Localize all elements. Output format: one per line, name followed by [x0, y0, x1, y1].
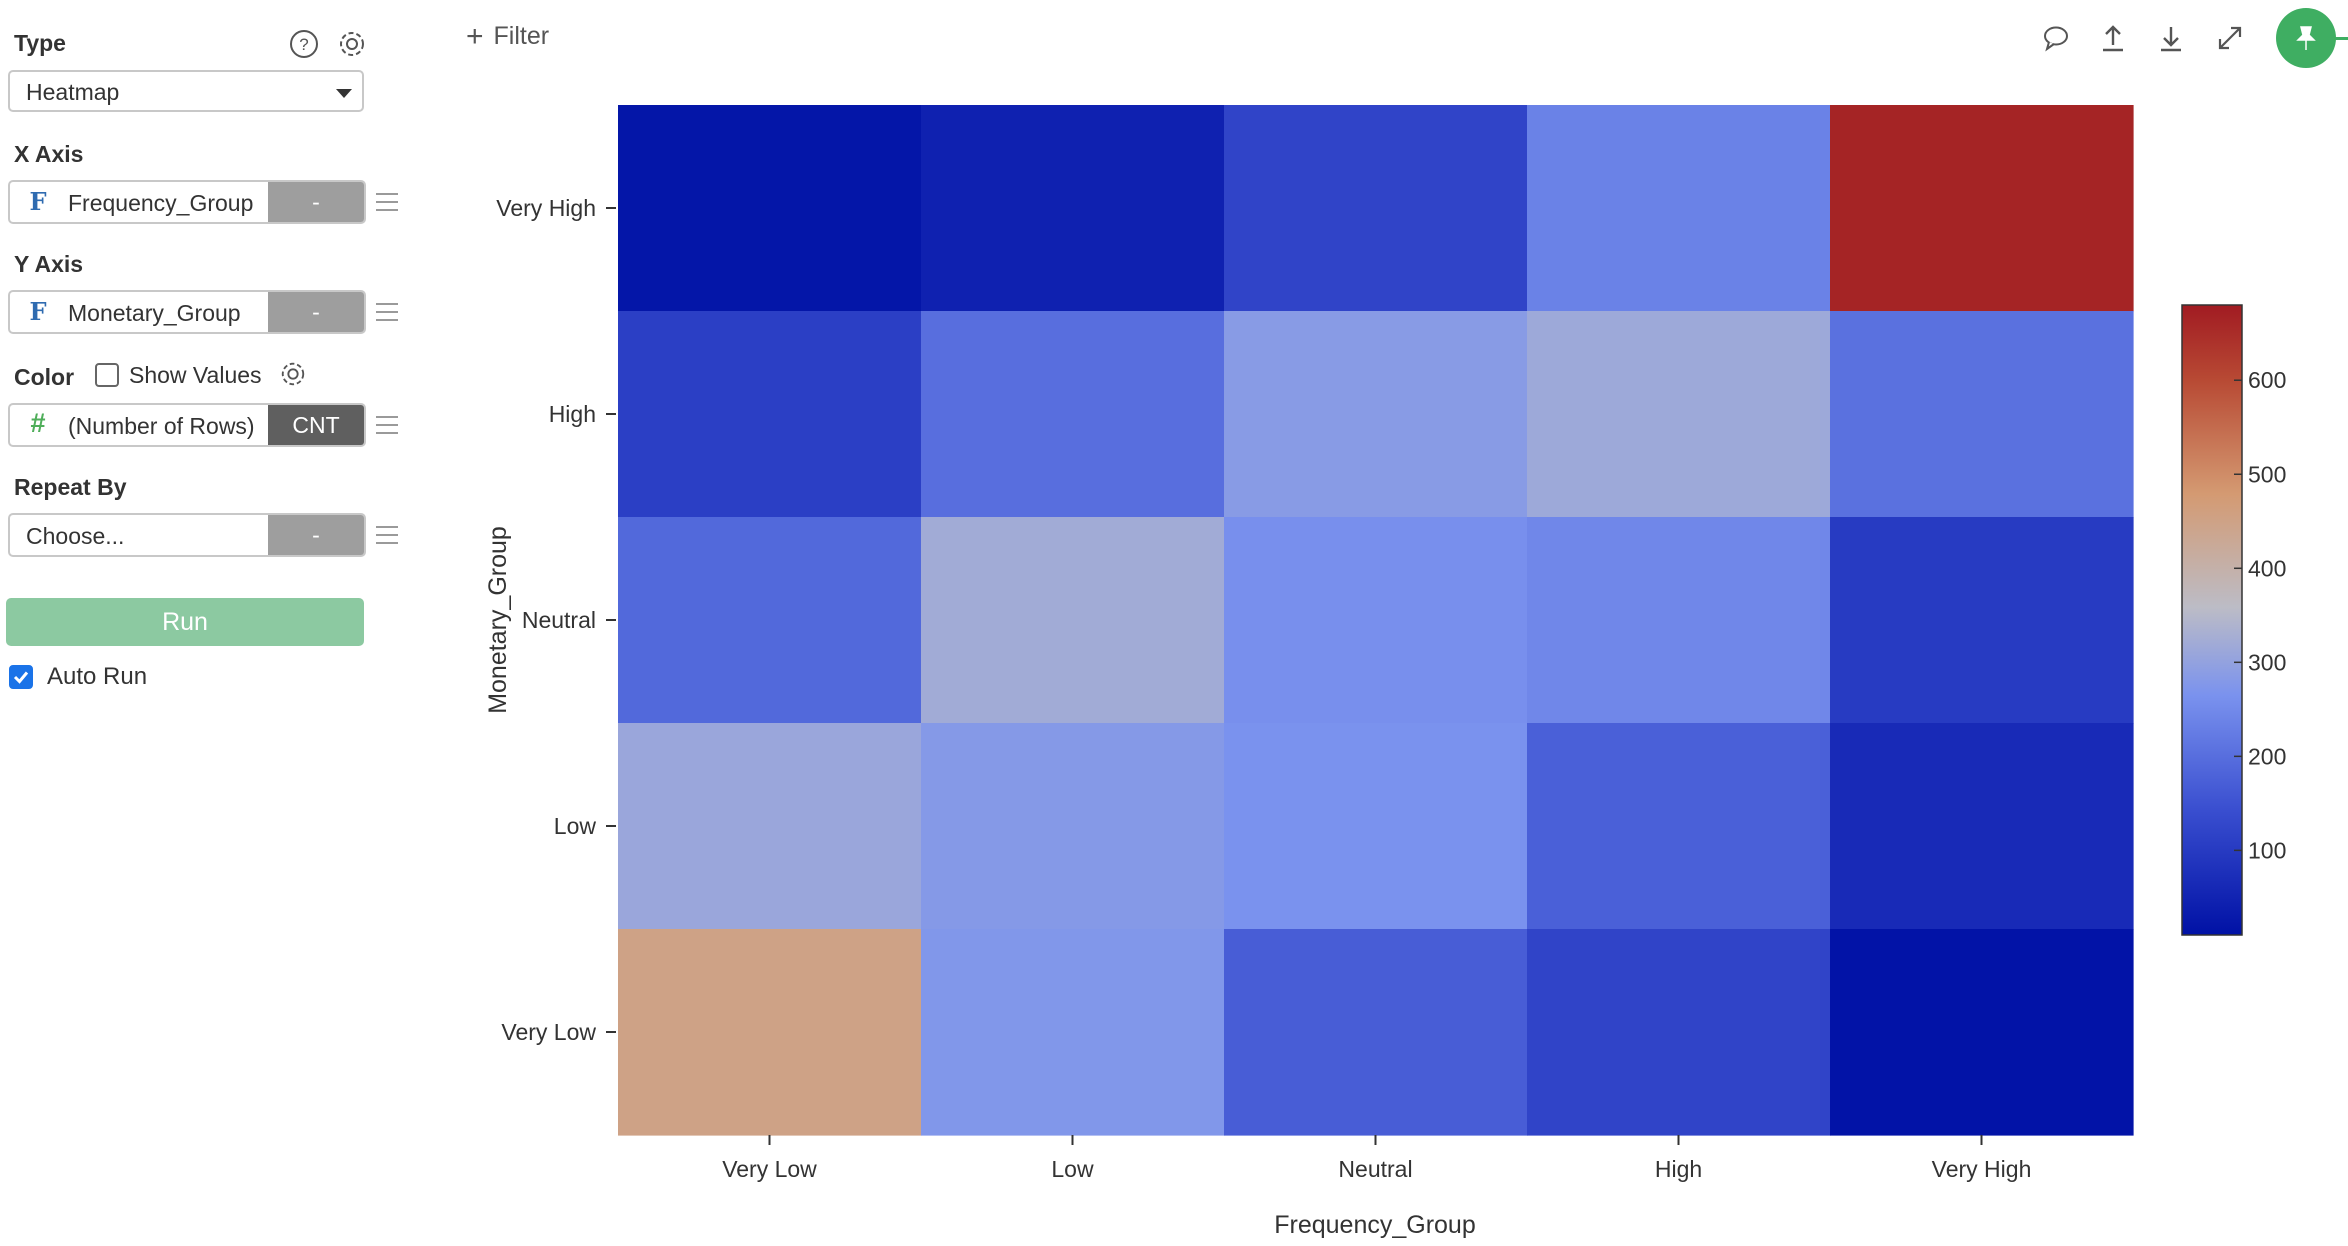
- heatmap-cell[interactable]: [1224, 311, 1528, 518]
- heatmap-cell[interactable]: [1527, 105, 1831, 312]
- show-values-checkbox[interactable]: [95, 363, 119, 387]
- y-tick-label: Very High: [496, 195, 596, 221]
- heatmap-cell[interactable]: [1527, 311, 1831, 518]
- colorbar-tick-label: 400: [2248, 555, 2286, 581]
- repeat-by-menu-icon[interactable]: [376, 526, 398, 544]
- numeric-icon: #: [30, 408, 46, 438]
- help-icon[interactable]: ?: [287, 27, 321, 61]
- heatmap-cell[interactable]: [921, 105, 1225, 312]
- color-field[interactable]: # (Number of Rows) CNT: [8, 403, 366, 447]
- gear-icon[interactable]: [335, 27, 369, 61]
- heatmap-cell[interactable]: [618, 311, 922, 518]
- filter-label: Filter: [493, 22, 550, 50]
- x-axis-title: Frequency_Group: [1274, 1211, 1476, 1239]
- heatmap-cell[interactable]: [1224, 723, 1528, 930]
- x-axis-aggregation-button[interactable]: -: [268, 182, 364, 222]
- colorbar-tick-label: 100: [2248, 837, 2286, 863]
- comment-icon[interactable]: [2036, 18, 2076, 58]
- expand-icon[interactable]: [2210, 18, 2250, 58]
- heatmap-cell[interactable]: [1830, 723, 2134, 930]
- heatmap-cell[interactable]: [618, 105, 922, 312]
- heatmap-cell[interactable]: [1224, 929, 1528, 1136]
- x-tick-label: Low: [1051, 1156, 1094, 1182]
- heatmap-cell[interactable]: [618, 929, 922, 1136]
- y-tick-label: High: [549, 401, 596, 427]
- heatmap-cell[interactable]: [1527, 517, 1831, 724]
- heatmap-cell[interactable]: [921, 929, 1225, 1136]
- color-field-name: (Number of Rows): [68, 413, 255, 439]
- config-panel: Type ? Heatmap X Axis F Frequency_Group …: [0, 0, 420, 1246]
- chevron-down-icon: [336, 89, 352, 98]
- check-icon: [13, 671, 29, 684]
- repeat-by-field[interactable]: Choose... -: [8, 513, 366, 557]
- heatmap-cell[interactable]: [618, 517, 922, 724]
- y-axis-field-name: Monetary_Group: [68, 300, 241, 326]
- y-tick-label: Very Low: [501, 1019, 596, 1045]
- download-icon[interactable]: [2151, 18, 2191, 58]
- color-label: Color: [14, 364, 75, 390]
- heatmap-cell[interactable]: [1224, 517, 1528, 724]
- colorbar-tick-label: 200: [2248, 743, 2286, 769]
- repeat-by-aggregation-button[interactable]: -: [268, 515, 364, 555]
- y-axis-menu-icon[interactable]: [376, 303, 398, 321]
- show-values-label: Show Values: [129, 362, 262, 388]
- svg-text:?: ?: [299, 35, 308, 54]
- heatmap-cell[interactable]: [921, 517, 1225, 724]
- x-axis-field[interactable]: F Frequency_Group -: [8, 180, 366, 224]
- x-tick-label: Very High: [1932, 1156, 2032, 1182]
- heatmap-cell[interactable]: [921, 723, 1225, 930]
- pin-connector: [2334, 37, 2348, 40]
- y-tick-label: Low: [554, 813, 597, 839]
- y-axis-field[interactable]: F Monetary_Group -: [8, 290, 366, 334]
- color-menu-icon[interactable]: [376, 416, 398, 434]
- heatmap-cell[interactable]: [1527, 929, 1831, 1136]
- chart-type-value: Heatmap: [26, 79, 120, 105]
- upload-icon[interactable]: [2093, 18, 2133, 58]
- chart-type-select[interactable]: Heatmap: [8, 70, 364, 112]
- y-axis-title: Monetary_Group: [484, 526, 512, 714]
- x-axis-label: X Axis: [14, 141, 84, 167]
- auto-run-checkbox[interactable]: [9, 665, 33, 689]
- colorbar-tick-label: 300: [2248, 649, 2286, 675]
- auto-run-label: Auto Run: [47, 663, 148, 690]
- heatmap-cell[interactable]: [618, 723, 922, 930]
- x-tick-label: High: [1655, 1156, 1702, 1182]
- plus-icon: +: [466, 20, 484, 53]
- x-tick-label: Neutral: [1338, 1156, 1412, 1182]
- factor-icon: F: [29, 297, 47, 326]
- x-axis-menu-icon[interactable]: [376, 193, 398, 211]
- colorbar-tick-label: 600: [2248, 367, 2286, 393]
- heatmap-cell[interactable]: [921, 311, 1225, 518]
- y-axis-aggregation-button[interactable]: -: [268, 292, 364, 332]
- heatmap-cell[interactable]: [1527, 723, 1831, 930]
- y-axis-label: Y Axis: [14, 251, 84, 277]
- x-tick-label: Very Low: [722, 1156, 817, 1182]
- color-aggregation-button[interactable]: CNT: [268, 405, 364, 445]
- repeat-by-placeholder: Choose...: [26, 523, 125, 549]
- x-axis-field-name: Frequency_Group: [68, 190, 254, 216]
- y-tick-label: Neutral: [522, 607, 596, 633]
- heatmap-cell[interactable]: [1830, 517, 2134, 724]
- heatmap-cell[interactable]: [1830, 311, 2134, 518]
- pin-icon[interactable]: [2276, 8, 2336, 68]
- heatmap-cell[interactable]: [1830, 105, 2134, 312]
- add-filter-button[interactable]: + Filter: [466, 20, 549, 54]
- type-label: Type: [14, 30, 66, 56]
- heatmap-cell[interactable]: [1224, 105, 1528, 312]
- run-button[interactable]: Run: [6, 598, 364, 646]
- colorbar: [2181, 304, 2243, 936]
- factor-icon: F: [29, 187, 47, 216]
- repeat-by-label: Repeat By: [14, 474, 127, 500]
- colorbar-tick-label: 500: [2248, 461, 2286, 487]
- color-gear-icon[interactable]: [276, 357, 310, 391]
- heatmap-cell[interactable]: [1830, 929, 2134, 1136]
